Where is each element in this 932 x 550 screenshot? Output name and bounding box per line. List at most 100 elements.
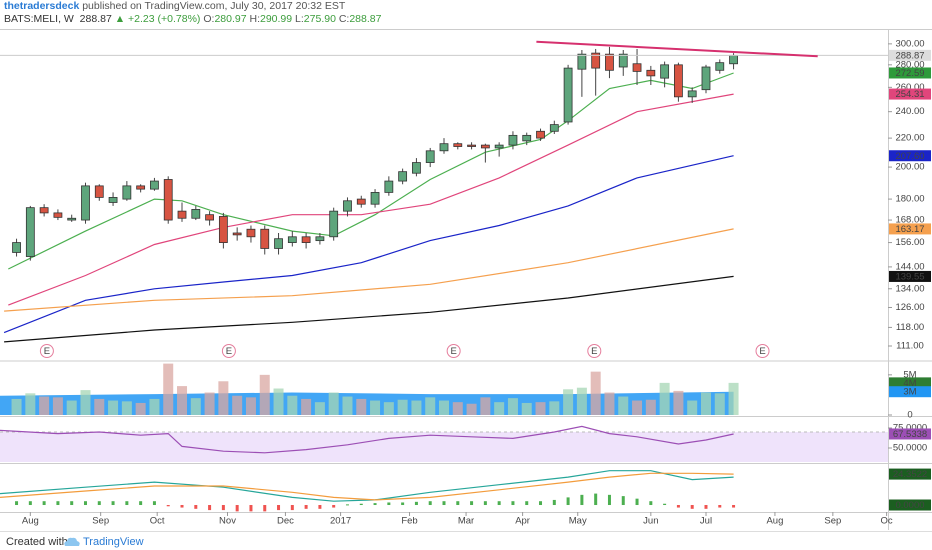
macd-histogram [414, 501, 418, 506]
price-label: 0.0000 [895, 500, 924, 511]
macd-histogram [180, 505, 184, 508]
macd-histogram [208, 505, 212, 511]
volume-bar [411, 400, 422, 415]
volume-bar [452, 402, 463, 415]
y-tick-label: 118.00 [896, 322, 924, 333]
price-label: 4M [903, 378, 916, 389]
volume-bar [659, 382, 670, 415]
volume-bar [108, 400, 119, 415]
candle-body [591, 52, 601, 69]
rsi-band [0, 432, 888, 462]
price-label: 3M [903, 387, 916, 398]
field-value: 280.97 [214, 13, 247, 25]
header: thetradersdeck published on TradingView.… [4, 0, 381, 26]
indicator-line [8, 72, 734, 270]
macd-histogram [15, 501, 19, 506]
macd-histogram [345, 504, 349, 506]
price-label: 163.17 [895, 224, 924, 235]
macd-histogram [442, 501, 446, 506]
indicator-line [8, 93, 734, 306]
candle-body [67, 217, 77, 221]
macd-histogram [373, 503, 377, 506]
published: published on TradingView.com, July 30, 2… [82, 0, 346, 12]
macd-histogram [83, 501, 87, 506]
volume-bar [149, 398, 160, 415]
symbol: BATS:MELI, W [4, 13, 74, 25]
volume-bar [342, 396, 353, 415]
volume-bar [25, 393, 36, 415]
volume-bar [135, 402, 146, 415]
price-label: 207.60 [895, 151, 924, 162]
volume-bar [439, 400, 449, 415]
x-tick-label: Nov [219, 516, 236, 527]
volume-bar [287, 395, 298, 415]
earnings-label: E [44, 346, 50, 357]
macd-histogram [221, 505, 225, 511]
candle-body [522, 134, 532, 142]
footer: Created with TradingView [0, 531, 932, 550]
price-label-box [889, 377, 931, 389]
x-tick-label: Sep [92, 516, 109, 527]
price-label: 67.5338 [893, 429, 927, 440]
volume-bar [190, 398, 201, 415]
volume-bar [52, 397, 63, 415]
brand[interactable]: TradingView [83, 536, 144, 548]
earnings-marker [755, 344, 770, 358]
candle-body [646, 69, 656, 77]
candle-body [536, 130, 545, 139]
y-tick-label: 260.00 [895, 82, 924, 93]
pane [0, 470, 736, 512]
candle-body [618, 53, 628, 68]
macd-histogram [125, 501, 129, 506]
volume-bar [521, 402, 532, 415]
created-with: Created with [6, 536, 68, 548]
candle-body [329, 210, 339, 238]
candle-body [508, 134, 518, 146]
price-label-box [889, 499, 931, 511]
volume-bar [632, 400, 643, 415]
earnings-marker [221, 344, 236, 358]
pane [0, 425, 888, 462]
macd-histogram [621, 496, 625, 506]
candle-body [605, 53, 614, 71]
author[interactable]: thetradersdeck [4, 0, 80, 12]
y-tick-label: 50.0000 [893, 443, 927, 454]
macd-histogram [111, 501, 115, 506]
candle-body [674, 64, 683, 98]
macd-histogram [235, 505, 239, 512]
macd-histogram [649, 501, 653, 506]
macd-histogram [332, 505, 336, 508]
y-tick-label: 156.00 [895, 237, 924, 248]
volume-bar [370, 400, 381, 415]
volume-bar [204, 392, 215, 415]
macd-histogram [428, 501, 432, 506]
y-tick-label: 5M [903, 369, 916, 380]
candle-body [301, 236, 311, 243]
volume-bar [494, 402, 505, 415]
macd-histogram [139, 501, 143, 506]
macd-histogram [580, 494, 584, 506]
candle-body [729, 54, 738, 65]
volume-bar [245, 397, 256, 415]
volume-bar [714, 393, 725, 415]
price-label: 139.55 [895, 271, 924, 282]
price-label: 254.31 [895, 89, 924, 100]
candle-body [343, 200, 352, 212]
x-tick-label: Aug [766, 516, 783, 527]
volume-bar [563, 389, 574, 415]
y-tick-label: 111.00 [896, 341, 924, 352]
indicator-line [4, 275, 734, 343]
macd-histogram [483, 501, 487, 506]
macd-histogram [552, 499, 556, 506]
candle-body [136, 185, 146, 190]
volume-bar [94, 398, 105, 415]
volume-bar [80, 390, 91, 415]
volume-bar [535, 402, 546, 415]
y-tick-label: 168.00 [895, 215, 924, 226]
indicator-line [4, 228, 734, 312]
macd-histogram [194, 505, 198, 509]
candle-body [232, 232, 242, 236]
pane [0, 363, 739, 415]
candle-body [398, 171, 408, 182]
